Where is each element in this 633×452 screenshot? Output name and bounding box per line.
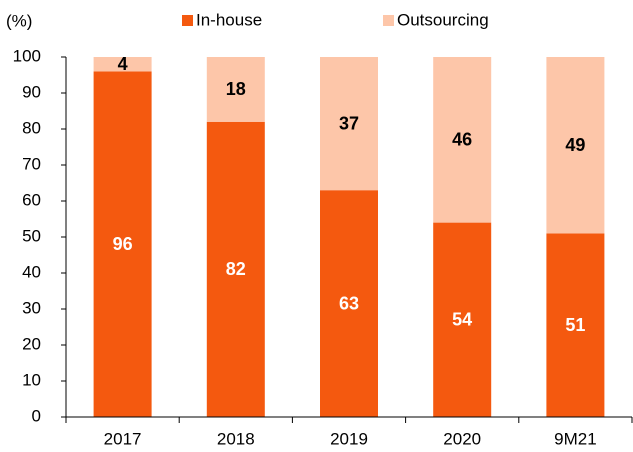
y-tick-label: 40 — [22, 262, 41, 281]
y-tick-label: 20 — [22, 334, 41, 353]
bar-segment — [320, 190, 378, 417]
data-label: 54 — [452, 310, 472, 330]
legend-label: In-house — [196, 10, 262, 29]
x-tick-label: 2018 — [217, 429, 255, 448]
x-tick-label: 2019 — [330, 429, 368, 448]
y-tick-label: 70 — [22, 154, 41, 173]
y-tick-label: 10 — [22, 370, 41, 389]
y-tick-label: 90 — [22, 82, 41, 101]
bar-segment — [433, 222, 492, 417]
bar-segment — [546, 233, 605, 417]
y-axis-label: (%) — [6, 11, 32, 30]
data-label: 82 — [226, 259, 246, 279]
data-label: 63 — [339, 293, 359, 313]
x-tick-label: 9M21 — [554, 429, 597, 448]
x-tick-label: 2020 — [443, 429, 481, 448]
y-tick-label: 50 — [22, 226, 41, 245]
bar-segment — [206, 57, 265, 122]
y-tick-label: 100 — [13, 46, 41, 65]
data-label: 49 — [565, 135, 585, 155]
bar-segment — [93, 57, 152, 72]
y-tick-label: 80 — [22, 118, 41, 137]
bar-segment — [320, 57, 378, 191]
data-label: 46 — [452, 130, 472, 150]
bar-segment — [433, 57, 492, 223]
x-tick-label: 2017 — [104, 429, 142, 448]
y-tick-label: 30 — [22, 298, 41, 317]
bar-segment — [93, 71, 152, 418]
data-label: 18 — [226, 79, 246, 99]
bar-segment — [206, 121, 265, 418]
data-label: 4 — [118, 54, 128, 74]
data-label: 51 — [565, 315, 585, 335]
data-label: 37 — [339, 113, 359, 133]
bar-segment — [546, 57, 605, 234]
y-tick-label: 0 — [32, 406, 41, 425]
legend-swatch — [383, 15, 394, 26]
y-tick-label: 60 — [22, 190, 41, 209]
legend-swatch — [182, 15, 193, 26]
data-label: 96 — [113, 234, 133, 254]
legend-label: Outsourcing — [397, 10, 489, 29]
